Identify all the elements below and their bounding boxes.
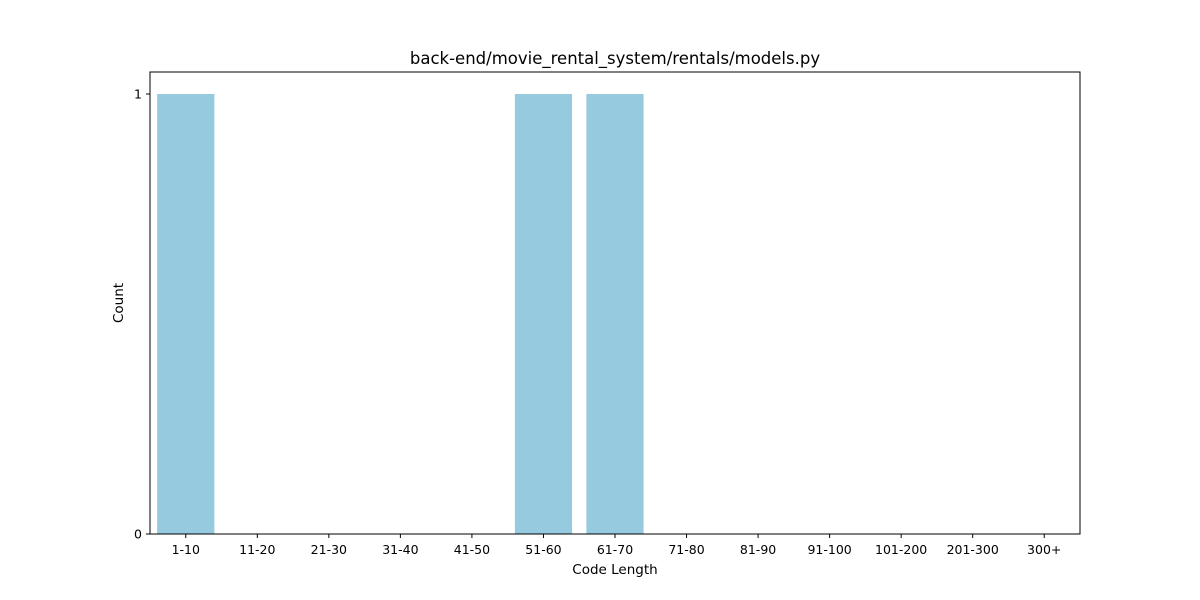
bar-51-60 <box>514 94 573 534</box>
bar-61-70 <box>586 94 644 534</box>
y-axis-label: Count <box>111 283 127 323</box>
x-tick-label: 1-10 <box>172 542 200 557</box>
x-axis-label: Code Length <box>572 562 657 578</box>
x-tick-label: 41-50 <box>454 542 490 557</box>
x-tick-label: 101-200 <box>875 542 927 557</box>
x-tick-label: 61-70 <box>597 542 633 557</box>
x-tick-label: 71-80 <box>668 542 704 557</box>
bar-1-10 <box>157 94 215 534</box>
x-tick-label: 21-30 <box>311 542 347 557</box>
y-tick-label: 0 <box>134 527 142 542</box>
x-tick-label: 31-40 <box>382 542 418 557</box>
x-axis-ticks: 1-10 11-20 21-30 31-40 41-50 51-60 61-70 71-80 8… <box>172 534 1061 557</box>
x-tick-label: 201-300 <box>947 542 999 557</box>
x-tick-label: 91-100 <box>807 542 851 557</box>
y-axis-ticks: 01 <box>134 87 150 542</box>
chart-title: back-end/movie_rental_system/rentals/mod… <box>410 49 820 69</box>
x-tick-label: 51-60 <box>525 542 561 557</box>
x-tick-label: 300+ <box>1027 542 1061 557</box>
y-tick-label: 1 <box>134 87 142 102</box>
x-tick-label: 11-20 <box>239 542 275 557</box>
bars-group <box>157 94 644 534</box>
x-tick-label: 81-90 <box>740 542 776 557</box>
